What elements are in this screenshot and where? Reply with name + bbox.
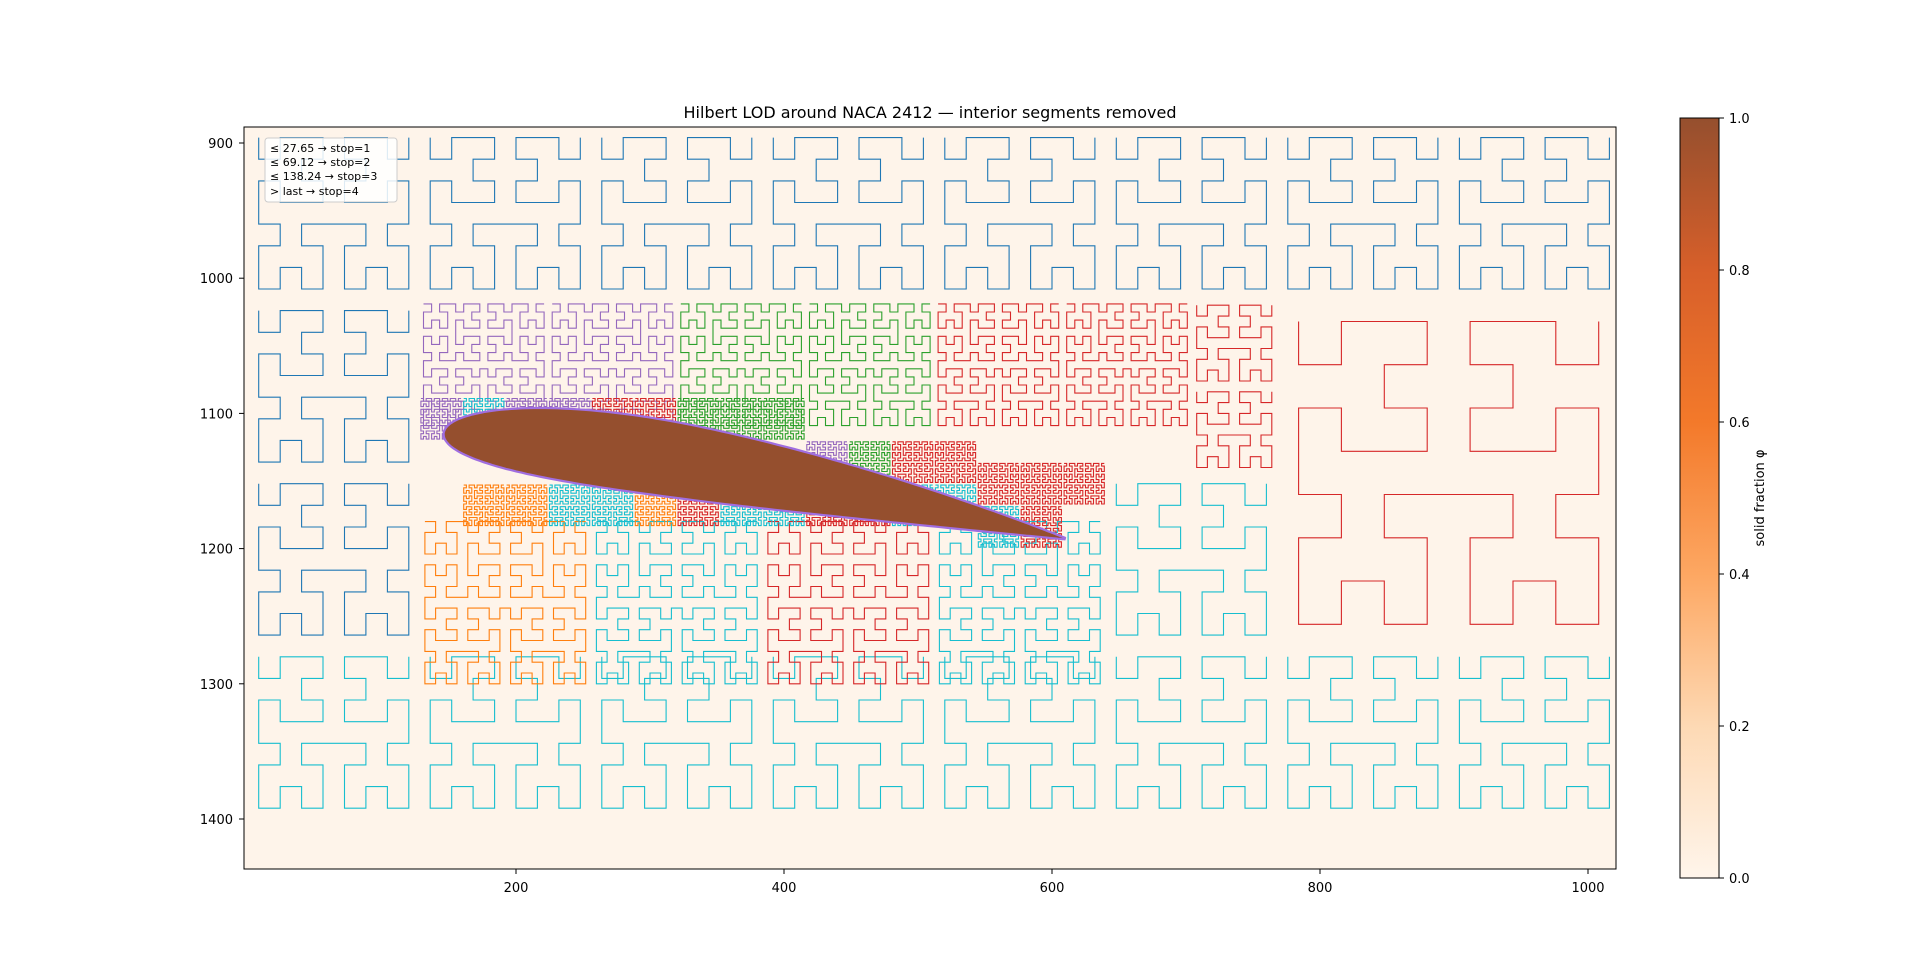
colorbar-tick-label: 1.0 xyxy=(1729,112,1750,127)
hilbert-segment xyxy=(1458,656,1610,809)
hilbert-segment xyxy=(772,656,924,809)
x-axis: 200 400 600 800 1000 xyxy=(504,869,1605,896)
hilbert-segment xyxy=(1298,320,1600,625)
y-tick-label: 900 xyxy=(208,137,233,152)
colorbar-label: solid fraction φ xyxy=(1753,450,1768,547)
hilbert-segment xyxy=(429,137,581,290)
fine-hilbert-block xyxy=(934,441,977,483)
hilbert-segment xyxy=(1066,303,1188,427)
y-tick-label: 1100 xyxy=(200,407,233,422)
hilbert-segment xyxy=(595,521,758,685)
fine-hilbert-block xyxy=(891,441,934,483)
hilbert-segment xyxy=(601,656,753,809)
x-tick-label: 200 xyxy=(504,881,529,896)
hilbert-segment xyxy=(680,303,802,427)
y-axis: 900 1000 1100 1200 1300 1400 xyxy=(200,137,244,828)
fine-hilbert-block xyxy=(463,484,505,527)
fine-hilbert-block xyxy=(677,484,719,527)
hilbert-segment xyxy=(937,303,1060,427)
x-tick-label: 1000 xyxy=(1571,881,1604,896)
x-tick-label: 600 xyxy=(1040,881,1065,896)
hilbert-segment xyxy=(938,521,1101,685)
fine-hilbert-block xyxy=(420,397,462,440)
legend-entry: ≤ 138.24 → stop=3 xyxy=(270,170,377,183)
naca-2412-airfoil xyxy=(442,406,1067,541)
colorbar-gradient xyxy=(1679,117,1720,879)
hilbert-segment xyxy=(1287,656,1439,809)
fine-hilbert-block xyxy=(634,484,677,527)
hilbert-segment xyxy=(551,303,674,427)
colorbar-tick-label: 0.2 xyxy=(1729,720,1750,735)
hilbert-segment xyxy=(944,137,1096,290)
hilbert-segment xyxy=(1115,483,1267,636)
hilbert-segment xyxy=(767,521,930,685)
hilbert-segment xyxy=(1287,137,1439,290)
chart-title: Hilbert LOD around NACA 2412 — interior … xyxy=(684,103,1177,122)
legend-entry: ≤ 69.12 → stop=2 xyxy=(270,156,370,169)
hilbert-segment xyxy=(258,310,410,463)
fine-hilbert-block xyxy=(548,484,591,527)
y-tick-label: 1000 xyxy=(200,272,233,287)
fine-hilbert-block xyxy=(849,441,891,483)
x-tick-label: 800 xyxy=(1308,881,1333,896)
hilbert-segment xyxy=(258,656,410,809)
fine-hilbert-block xyxy=(591,484,634,527)
legend-box xyxy=(264,137,398,203)
hilbert-segment xyxy=(422,303,545,427)
legend: ≤ 27.65 → stop=1 ≤ 69.12 → stop=2 ≤ 138.… xyxy=(264,137,398,203)
fine-hilbert-block xyxy=(1020,462,1062,505)
hilbert-segment xyxy=(1196,391,1273,469)
fine-hilbert-block xyxy=(677,397,719,440)
fine-hilbert-block xyxy=(763,397,805,440)
colorbar-ticks: 0.0 0.2 0.4 0.6 0.8 1.0 xyxy=(1719,112,1750,887)
colorbar-tick-label: 0.0 xyxy=(1729,872,1750,887)
y-tick-label: 1200 xyxy=(200,543,233,558)
y-tick-label: 1300 xyxy=(200,678,233,693)
hilbert-segment xyxy=(1115,137,1267,290)
y-tick-label: 1400 xyxy=(200,813,233,828)
legend-entry: > last → stop=4 xyxy=(270,185,359,198)
x-tick-label: 400 xyxy=(772,881,797,896)
hilbert-segment xyxy=(424,521,587,685)
colorbar-tick-label: 0.8 xyxy=(1729,264,1750,279)
plot-frame xyxy=(243,126,1617,870)
colorbar-tick-label: 0.6 xyxy=(1729,416,1750,431)
fine-hilbert-block xyxy=(1063,462,1105,505)
colorbar-tick-label: 0.4 xyxy=(1729,568,1750,583)
hilbert-segment xyxy=(1115,656,1267,809)
hilbert-segment xyxy=(808,303,931,427)
hilbert-segment xyxy=(1458,137,1610,290)
fine-hilbert-block xyxy=(720,397,762,440)
legend-entry: ≤ 27.65 → stop=1 xyxy=(270,142,370,155)
hilbert-segment xyxy=(772,137,924,290)
hilbert-segment xyxy=(1196,304,1273,382)
hilbert-segment xyxy=(429,656,581,809)
colorbar: 0.0 0.2 0.4 0.6 0.8 1.0 solid fraction φ xyxy=(1679,112,1768,887)
fine-hilbert-block xyxy=(977,462,1020,505)
plot-area xyxy=(258,137,1610,809)
hilbert-segment xyxy=(258,483,410,636)
fine-hilbert-block xyxy=(506,484,548,527)
hilbert-segment xyxy=(944,656,1096,809)
hilbert-segment xyxy=(601,137,753,290)
